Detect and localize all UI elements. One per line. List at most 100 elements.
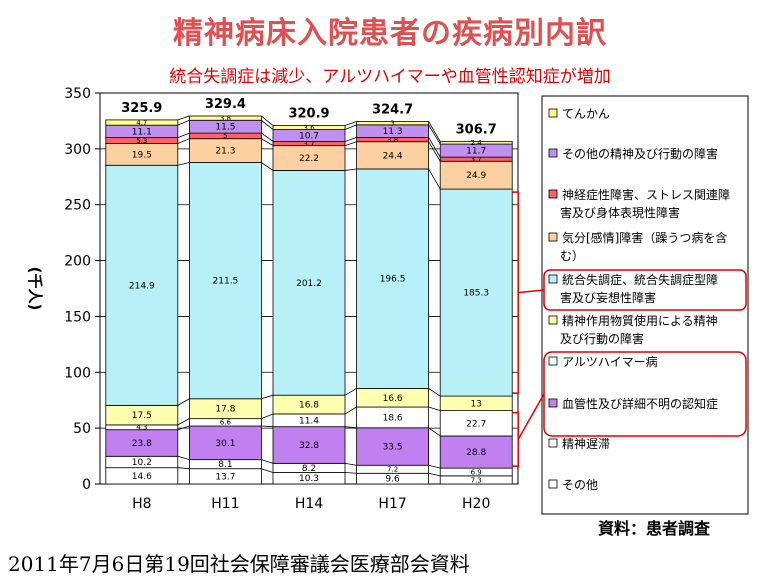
data-label: 3.8 bbox=[387, 136, 398, 144]
legend-swatch bbox=[548, 479, 558, 489]
connector-line bbox=[177, 425, 190, 431]
legend-swatch bbox=[548, 108, 558, 118]
data-label: 5 bbox=[223, 132, 227, 140]
connector-line bbox=[428, 121, 441, 142]
data-label: 24.9 bbox=[466, 171, 486, 181]
connector-line bbox=[344, 124, 357, 130]
data-label: 8.2 bbox=[302, 464, 316, 474]
bar-segment bbox=[105, 119, 179, 126]
connector-line bbox=[428, 168, 441, 190]
bar-segment bbox=[272, 170, 346, 396]
data-label: 7.3 bbox=[471, 476, 482, 484]
highlight-connector bbox=[518, 289, 545, 294]
bar-segment bbox=[439, 410, 513, 437]
connector-line bbox=[261, 394, 274, 400]
data-label: 10.3 bbox=[299, 474, 319, 484]
connector-line bbox=[177, 138, 190, 144]
source-label: 資料：患者調査 bbox=[598, 519, 711, 538]
total-label: 329.4 bbox=[205, 97, 246, 112]
data-label: 3.8 bbox=[220, 114, 231, 122]
data-label: 211.5 bbox=[213, 277, 239, 287]
bar-segment bbox=[105, 164, 179, 406]
y-tick-label: 150 bbox=[64, 309, 91, 325]
data-label: 21.3 bbox=[215, 147, 235, 157]
total-label: 306.7 bbox=[456, 122, 497, 137]
data-label: 19.5 bbox=[132, 150, 152, 160]
x-tick-label: H8 bbox=[132, 496, 151, 512]
highlight-connector bbox=[517, 393, 545, 440]
connector-line bbox=[428, 406, 441, 411]
connector-line bbox=[344, 121, 357, 126]
connector-line bbox=[428, 472, 441, 477]
y-tick-label: 100 bbox=[64, 365, 91, 381]
connector-line bbox=[344, 406, 357, 415]
bar-segment bbox=[439, 435, 513, 469]
data-label: 7.2 bbox=[387, 466, 398, 474]
data-label: 3.7 bbox=[303, 140, 314, 148]
connector-line bbox=[177, 119, 190, 126]
data-label: 33.5 bbox=[383, 443, 403, 453]
y-tick-label: 0 bbox=[82, 477, 91, 493]
data-label: 23.8 bbox=[132, 439, 152, 449]
connector-line bbox=[428, 427, 441, 437]
data-label: 11.3 bbox=[383, 127, 403, 137]
connector-line bbox=[428, 137, 441, 158]
connector-line bbox=[428, 464, 441, 469]
data-label: 3.7 bbox=[471, 156, 482, 164]
connector-line bbox=[261, 425, 274, 428]
legend-label: 精神遅滞 bbox=[562, 437, 610, 451]
legend-label: 統合失調症、統合失調症型障害及び妄想性障害 bbox=[560, 272, 718, 305]
bar-segment bbox=[188, 162, 262, 400]
bar-segment bbox=[272, 145, 346, 171]
bar-segment bbox=[439, 140, 513, 145]
total-label: 325.9 bbox=[121, 101, 162, 116]
connector-line bbox=[177, 132, 190, 138]
data-label: 13 bbox=[470, 399, 481, 409]
data-label: 32.8 bbox=[299, 441, 319, 451]
connector-line bbox=[261, 132, 274, 142]
data-label: 10.2 bbox=[132, 458, 152, 468]
connector-line bbox=[428, 124, 441, 145]
data-label: 28.8 bbox=[466, 448, 486, 458]
connector-line bbox=[428, 141, 441, 162]
bar-segment bbox=[356, 141, 430, 170]
connector-line bbox=[177, 455, 190, 461]
x-tick-label: H20 bbox=[462, 496, 490, 512]
footer-caption: 2011年7月6日第19回社会保障審議会医療部会資料 bbox=[8, 552, 470, 576]
total-label: 324.7 bbox=[372, 102, 413, 117]
bar-segment bbox=[356, 427, 430, 466]
data-label: 10.7 bbox=[299, 132, 319, 142]
data-label: 4.7 bbox=[136, 119, 147, 127]
y-tick-label: 350 bbox=[64, 86, 91, 102]
subtitle: 統合失調症は減少、アルツハイマーや血管性認知症が増加 bbox=[169, 67, 611, 87]
connector-line bbox=[344, 388, 357, 396]
connector-line bbox=[344, 426, 357, 429]
connector-line bbox=[261, 413, 274, 420]
connector-line bbox=[344, 462, 357, 466]
connector-line bbox=[261, 459, 274, 464]
connector-line bbox=[261, 138, 274, 146]
data-label: 14.6 bbox=[132, 472, 152, 482]
data-label: 2.4 bbox=[471, 139, 483, 147]
connector-line bbox=[344, 168, 357, 171]
connector-line bbox=[261, 115, 274, 126]
data-label: 8.1 bbox=[218, 460, 232, 470]
connector-line bbox=[261, 162, 274, 171]
data-label: 9.6 bbox=[385, 475, 400, 485]
connector-line bbox=[177, 418, 190, 426]
data-label: 214.9 bbox=[129, 281, 155, 291]
legend-box bbox=[541, 95, 749, 515]
data-label: 22.2 bbox=[299, 154, 319, 164]
data-label: 5.3 bbox=[136, 137, 147, 145]
bar-segment bbox=[188, 425, 262, 461]
data-label: 4.3 bbox=[136, 424, 147, 432]
legend-label: アルツハイマー病 bbox=[562, 354, 658, 369]
y-tick-label: 250 bbox=[64, 198, 91, 214]
bar-segment bbox=[439, 188, 513, 397]
data-label: 11.7 bbox=[466, 147, 486, 157]
legend-label: てんかん bbox=[562, 107, 610, 121]
data-label: 11.5 bbox=[215, 123, 235, 133]
data-label: 17.8 bbox=[215, 405, 235, 415]
bar-segment bbox=[188, 115, 262, 121]
